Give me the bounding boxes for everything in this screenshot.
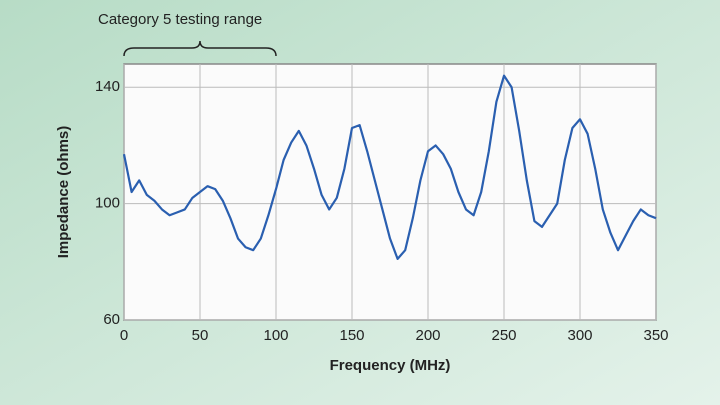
y-tick-label: 140 bbox=[95, 78, 120, 95]
x-tick-label: 50 bbox=[192, 327, 209, 344]
y-tick-label: 60 bbox=[103, 311, 120, 328]
x-axis-label: Frequency (MHz) bbox=[330, 357, 451, 374]
x-tick-label: 250 bbox=[491, 327, 516, 344]
x-tick-label: 0 bbox=[120, 327, 128, 344]
plot-area bbox=[123, 63, 657, 321]
data-line bbox=[122, 74, 657, 261]
y-tick-label: 100 bbox=[95, 195, 120, 212]
x-tick-label: 150 bbox=[339, 327, 364, 344]
x-tick-label: 200 bbox=[415, 327, 440, 344]
x-tick-label: 300 bbox=[567, 327, 592, 344]
x-tick-label: 100 bbox=[263, 327, 288, 344]
x-tick-label: 350 bbox=[643, 327, 668, 344]
y-axis-label: Impedance (ohms) bbox=[55, 126, 72, 259]
annotation-brace bbox=[123, 40, 277, 57]
annotation-text: Category 5 testing range bbox=[98, 11, 262, 28]
